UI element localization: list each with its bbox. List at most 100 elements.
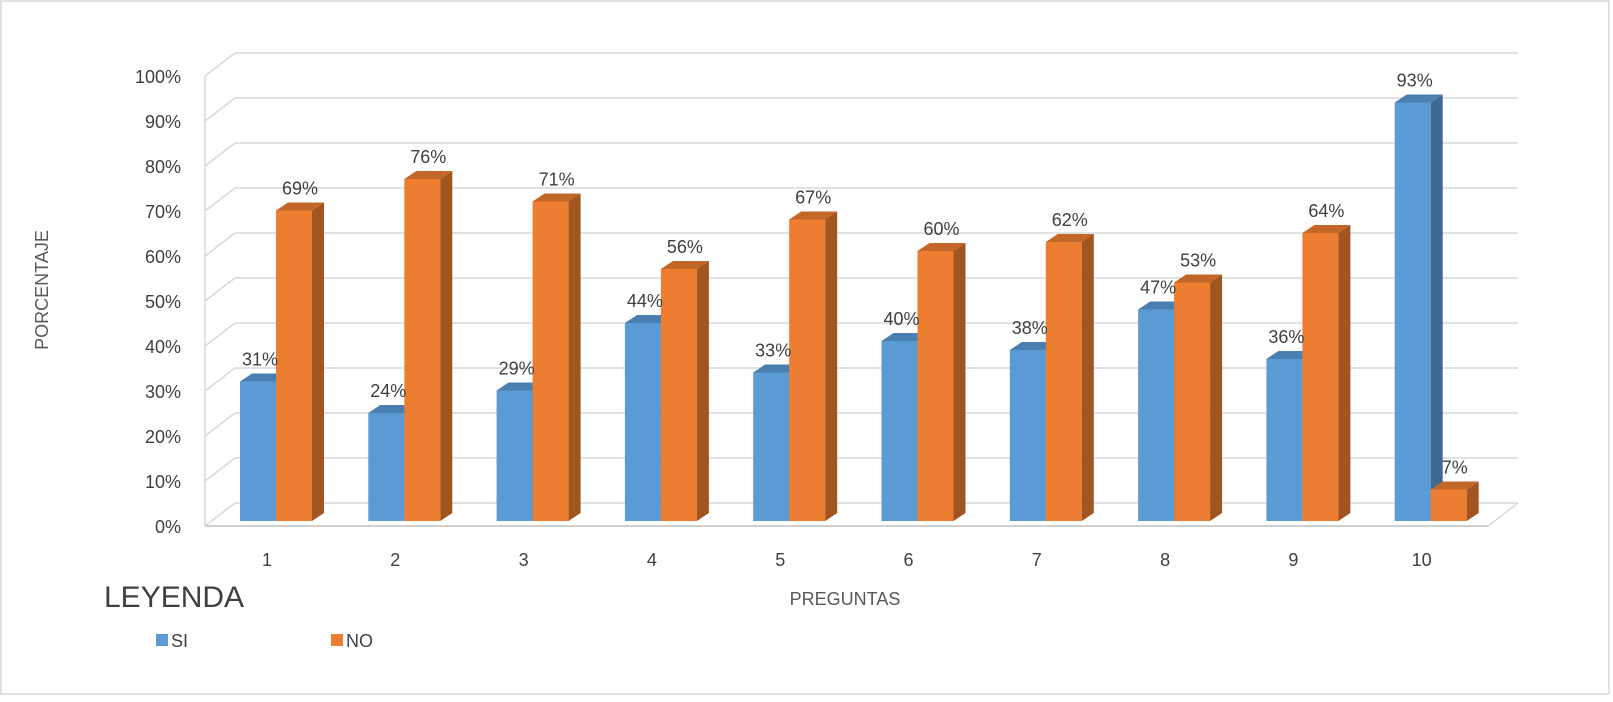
gridline-depth [204,97,236,122]
y-tick-label: 50% [145,292,181,312]
y-tick-label: 40% [145,337,181,357]
bar-side-no-1 [312,202,324,521]
legend: SI NO [156,631,373,651]
bar-top-no-10 [1430,481,1479,490]
data-label-no-9: 64% [1308,201,1344,221]
legend-label-no: NO [346,631,373,651]
gridline-depth [204,412,236,437]
bar-side-no-9 [1338,225,1351,521]
data-label-si-4: 44% [627,291,663,311]
bar-top-no-1 [276,202,324,211]
gridline-depth [204,322,236,347]
y-tick-labels: 0% 10% 20% 30% 40% 50% 60% 70% 80% 90% 100% [135,67,181,537]
data-label-no-6: 60% [923,219,959,239]
legend-swatch-si [156,634,168,646]
legend-swatch-no [331,634,343,646]
bar-side-no-4 [696,261,709,521]
x-tick-label: 6 [903,550,913,570]
x-axis-title: PREGUNTAS [790,589,901,609]
bar-side-si-10 [1430,94,1443,521]
y-tick-label: 10% [145,472,181,492]
data-label-si-8: 47% [1140,278,1176,298]
floor-edge [1487,502,1519,527]
data-label-no-4: 56% [667,237,703,257]
bar-si-7 [1009,350,1046,521]
bar-si-5 [753,372,790,521]
bar-no-8 [1174,282,1211,521]
data-label-si-5: 33% [755,341,791,361]
data-label-si-7: 38% [1012,318,1048,338]
legend-title: LEYENDA [104,581,244,614]
x-tick-label: 1 [262,550,272,570]
bar-no-10 [1430,489,1467,521]
y-tick-label: 20% [145,427,181,447]
bar-top-si-10 [1394,94,1443,103]
bar-side-no-10 [1466,481,1479,521]
bar-si-4 [624,323,661,521]
x-tick-label: 5 [775,550,785,570]
y-tick-label: 30% [145,382,181,402]
bar-top-no-6 [917,243,966,251]
bar-si-6 [881,341,918,521]
gridline-depth [204,142,236,167]
bar-top-no-5 [789,211,838,220]
data-label-si-2: 24% [370,381,406,401]
bar-side-no-6 [953,243,966,521]
data-label-no-8: 53% [1180,251,1216,271]
bar-side-no-5 [825,211,838,521]
bar-no-5 [789,219,826,521]
data-label-no-2: 76% [410,147,446,167]
y-tick-label: 70% [145,202,181,222]
data-label-no-10: 7% [1442,458,1468,478]
bar-si-1 [240,381,276,521]
y-tick-label: 60% [145,247,181,267]
x-tick-label: 4 [647,550,657,570]
bars [240,94,1479,521]
bar-side-no-3 [568,193,581,521]
bar-no-6 [917,251,954,521]
gridline-depth [204,52,236,77]
bar-top-no-2 [404,171,453,179]
bar-no-7 [1045,242,1082,521]
data-label-si-1: 31% [242,350,278,370]
gridline-depth [204,232,236,257]
gridline-depth [204,502,236,527]
bar-no-3 [532,201,569,521]
bar-no-9 [1302,233,1339,521]
y-axis-title: PORCENTAJE [32,230,52,350]
y-tick-label: 100% [135,67,181,87]
y-tick-label: 90% [145,112,181,132]
data-label-no-5: 67% [795,188,831,208]
data-label-si-9: 36% [1268,327,1304,347]
data-labels: 31% 69% 24% 76% 29% 71% 44% 56% 33% 67% 40% 60% 38% 6… [242,71,1468,478]
y-tick-label: 0% [155,517,181,537]
bar-no-4 [660,269,697,521]
gridline-depth [204,277,236,302]
bar-top-no-7 [1045,234,1094,242]
bar-no-1 [276,210,312,521]
bar-no-2 [404,179,441,521]
x-tick-label: 3 [519,550,529,570]
bar-si-8 [1138,309,1175,521]
x-tick-label: 7 [1032,550,1042,570]
bar-top-no-3 [532,193,581,202]
bar-top-no-9 [1302,225,1351,233]
bar-side-no-2 [440,171,453,521]
x-tick-label: 10 [1412,550,1432,570]
bar-side-no-8 [1210,274,1223,521]
data-label-si-6: 40% [883,309,919,329]
data-label-si-3: 29% [499,359,535,379]
data-label-no-7: 62% [1052,210,1088,230]
bar-si-3 [496,390,533,521]
x-tick-label: 8 [1160,550,1170,570]
y-tick-label: 80% [145,157,181,177]
gridline-depth [204,367,236,392]
gridline-depth [204,457,236,482]
gridline-depth [204,187,236,212]
data-label-si-10: 93% [1397,71,1433,91]
x-tick-label: 9 [1288,550,1298,570]
x-tick-label: 2 [390,550,400,570]
data-label-no-3: 71% [539,170,575,190]
